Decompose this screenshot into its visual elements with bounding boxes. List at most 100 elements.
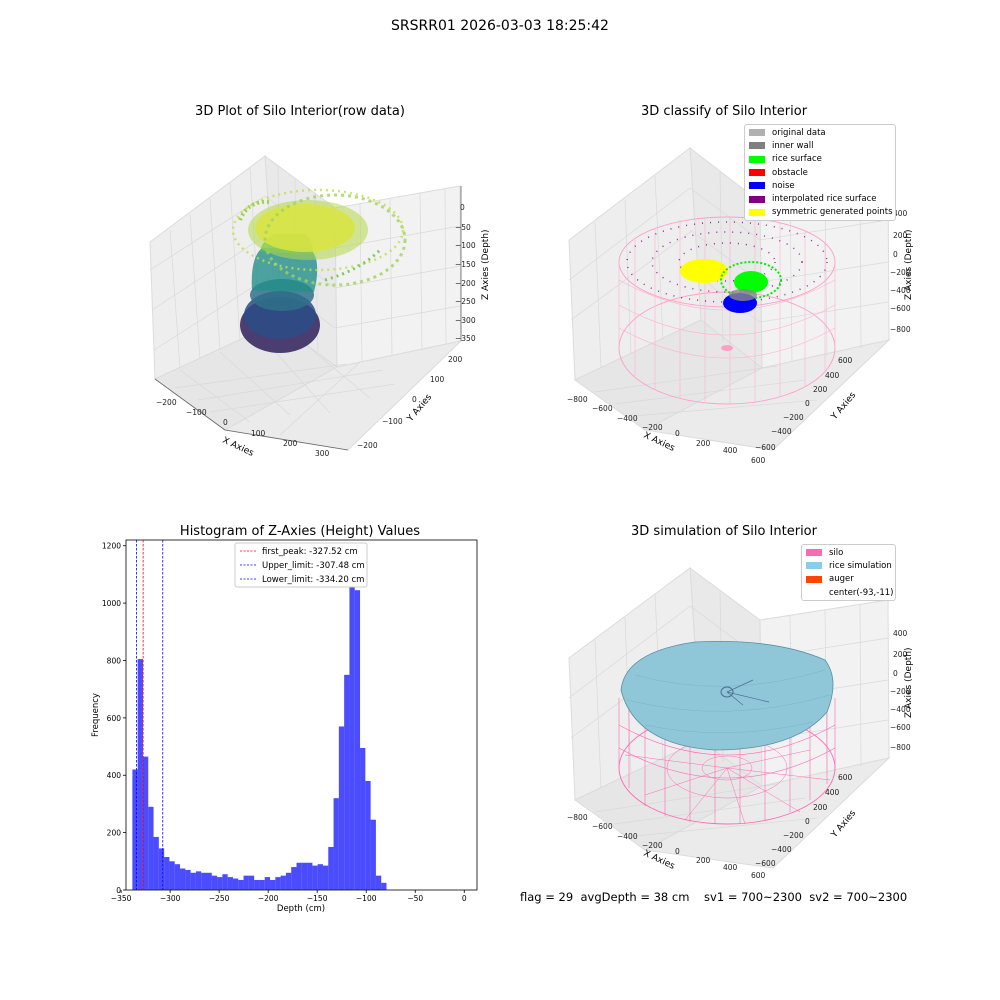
simulation-z-tick: 400	[893, 629, 908, 638]
simulation-plot-title: 3D simulation of Silo Interior	[631, 524, 817, 539]
histogram-bar	[148, 806, 154, 890]
histogram-bar	[275, 877, 281, 890]
simulation-y-axis-label: Y Axies	[829, 808, 858, 840]
y-tick-label: 0	[116, 886, 121, 895]
histogram-bar	[312, 865, 318, 890]
simulation-y-tick: −600	[755, 859, 776, 868]
raw-x-tick: −100	[186, 408, 207, 417]
histogram-bar	[243, 875, 249, 890]
raw-z-tick: 0	[460, 203, 465, 212]
legend-swatch	[749, 182, 765, 190]
histogram-chart: −350 −300 −250 −200 −150 −100 −50 0 0 200 400 600 8…	[91, 539, 478, 914]
classify-legend: original data inner wall rice surface ob…	[744, 124, 896, 222]
histogram-bar	[137, 659, 143, 890]
simulation-y-tick: 0	[805, 817, 810, 826]
histogram-bar	[227, 877, 233, 890]
histogram-bar	[158, 848, 165, 890]
classify-y-tick: −600	[755, 443, 776, 452]
simulation-z-axis-label: Z Axies (Depth)	[904, 647, 914, 718]
simulation-y-tick: 600	[838, 773, 853, 782]
simulation-x-tick: −400	[617, 832, 638, 841]
simulation-3d-plot: −800 −600 −400 −200 0 200 400 600 600 40…	[567, 566, 914, 880]
y-tick-label: 400	[107, 771, 122, 780]
legend-label: symmetric generated points	[772, 207, 893, 218]
histogram-bar	[370, 819, 376, 890]
y-tick-label: 600	[107, 714, 122, 723]
raw-z-tick: −300	[455, 316, 476, 325]
raw-y-tick: 0	[412, 395, 417, 404]
classify-x-tick: −800	[567, 395, 588, 404]
simulation-z-tick: −200	[890, 687, 911, 696]
legend-swatch	[806, 549, 822, 557]
simulation-z-tick: 200	[893, 650, 908, 659]
histogram-bar	[338, 726, 345, 890]
classify-x-tick: 0	[675, 429, 680, 438]
raw-z-tick: −200	[455, 279, 476, 288]
legend-swatch	[749, 169, 765, 177]
x-tick-label: −300	[160, 894, 181, 903]
legend-label: rice surface	[772, 154, 822, 165]
raw-y-tick: 200	[448, 355, 463, 364]
y-tick-label: 200	[107, 829, 122, 838]
histogram-bar	[344, 674, 350, 890]
classify-x-tick: −200	[642, 423, 663, 432]
x-tick-label: 0	[462, 894, 467, 903]
legend-label: original data	[772, 127, 826, 138]
classify-z-tick: −600	[890, 304, 911, 313]
simulation-z-tick: 0	[893, 669, 898, 678]
raw-y-tick: −100	[382, 417, 403, 426]
histogram-bar	[142, 756, 149, 890]
legend-swatch	[806, 575, 822, 583]
x-tick-label: −150	[307, 894, 328, 903]
legend-label: silo	[829, 547, 844, 558]
histogram-bar	[317, 864, 323, 890]
raw-z-tick: −250	[455, 297, 476, 306]
legend-label: center(-93,-11)	[829, 587, 894, 598]
classify-z-tick: 200	[893, 231, 908, 240]
simulation-y-tick: 400	[825, 788, 840, 797]
histogram-bar	[132, 769, 138, 890]
raw-y-tick: 100	[430, 375, 445, 384]
classify-z-axis-label: Z Axies (Depth)	[904, 229, 914, 300]
x-tick-label: −350	[111, 894, 132, 903]
status-footer: flag = 29 avgDepth = 38 cm sv1 = 700~230…	[520, 890, 908, 904]
legend-label: noise	[772, 180, 795, 191]
classify-z-tick: −200	[890, 268, 911, 277]
histogram-bar	[195, 871, 202, 890]
x-tick-label: −250	[209, 894, 230, 903]
histogram-bar	[296, 862, 302, 890]
raw-point-cloud	[231, 188, 407, 353]
histogram-bar	[328, 846, 334, 890]
classify-y-tick: −400	[771, 427, 792, 436]
legend-label: first_peak: -327.52 cm	[262, 547, 358, 557]
histogram-bar	[164, 857, 170, 890]
histogram-bar	[232, 878, 239, 890]
y-tick-label: 1200	[102, 542, 121, 551]
histogram-bar	[307, 862, 313, 890]
legend-entry: rice surface	[745, 153, 895, 166]
raw-z-tick: −50	[455, 223, 471, 232]
legend-entry: obstacle	[745, 166, 895, 179]
simulation-x-tick: 400	[723, 863, 738, 872]
histogram-bar	[349, 558, 355, 890]
histogram-bar	[264, 877, 271, 890]
classify-z-tick: 400	[893, 209, 908, 218]
simulation-y-tick: 200	[813, 803, 828, 812]
raw-x-axis-label: X Axies	[221, 436, 256, 459]
raw-y-tick: −200	[357, 441, 378, 450]
simulation-y-tick: −400	[771, 845, 792, 854]
classify-y-tick: 400	[825, 371, 840, 380]
histogram-bar	[169, 861, 175, 890]
classify-x-tick: 200	[696, 439, 711, 448]
histogram-y-axis-label: Frequency	[91, 693, 101, 737]
histogram-bar	[180, 868, 186, 890]
histogram-bar	[381, 882, 387, 890]
legend-label: auger	[829, 574, 854, 585]
raw-z-axis-label: Z Axies (Depth)	[481, 229, 491, 300]
classify-y-tick: −200	[783, 413, 804, 422]
classify-z-tick: −400	[890, 286, 911, 295]
histogram-bar	[153, 836, 159, 890]
histogram-y-ticks: 0 200 400 600 800 1000 1200	[102, 542, 126, 895]
classify-y-tick: 200	[813, 385, 828, 394]
y-tick-label: 1000	[102, 599, 121, 608]
